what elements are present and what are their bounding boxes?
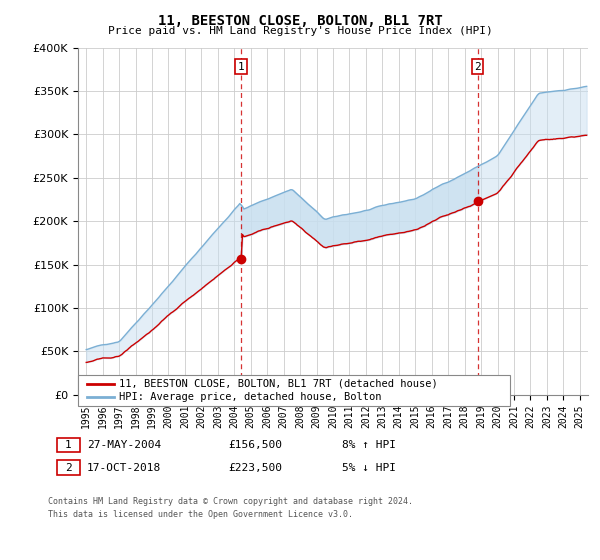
Text: HPI: Average price, detached house, Bolton: HPI: Average price, detached house, Bolt… [119,393,382,403]
Text: 2: 2 [475,62,481,72]
Text: 27-MAY-2004: 27-MAY-2004 [87,440,161,450]
Text: Price paid vs. HM Land Registry's House Price Index (HPI): Price paid vs. HM Land Registry's House … [107,26,493,36]
Text: Contains HM Land Registry data © Crown copyright and database right 2024.: Contains HM Land Registry data © Crown c… [48,497,413,506]
Text: 5% ↓ HPI: 5% ↓ HPI [342,463,396,473]
Text: 11, BEESTON CLOSE, BOLTON, BL1 7RT (detached house): 11, BEESTON CLOSE, BOLTON, BL1 7RT (deta… [119,379,437,389]
Text: 1: 1 [65,440,72,450]
Text: £223,500: £223,500 [228,463,282,473]
Text: 11, BEESTON CLOSE, BOLTON, BL1 7RT: 11, BEESTON CLOSE, BOLTON, BL1 7RT [158,14,442,28]
Text: £156,500: £156,500 [228,440,282,450]
Text: 17-OCT-2018: 17-OCT-2018 [87,463,161,473]
Text: 2: 2 [65,463,72,473]
Text: 8% ↑ HPI: 8% ↑ HPI [342,440,396,450]
Text: 1: 1 [238,62,244,72]
Text: This data is licensed under the Open Government Licence v3.0.: This data is licensed under the Open Gov… [48,510,353,519]
